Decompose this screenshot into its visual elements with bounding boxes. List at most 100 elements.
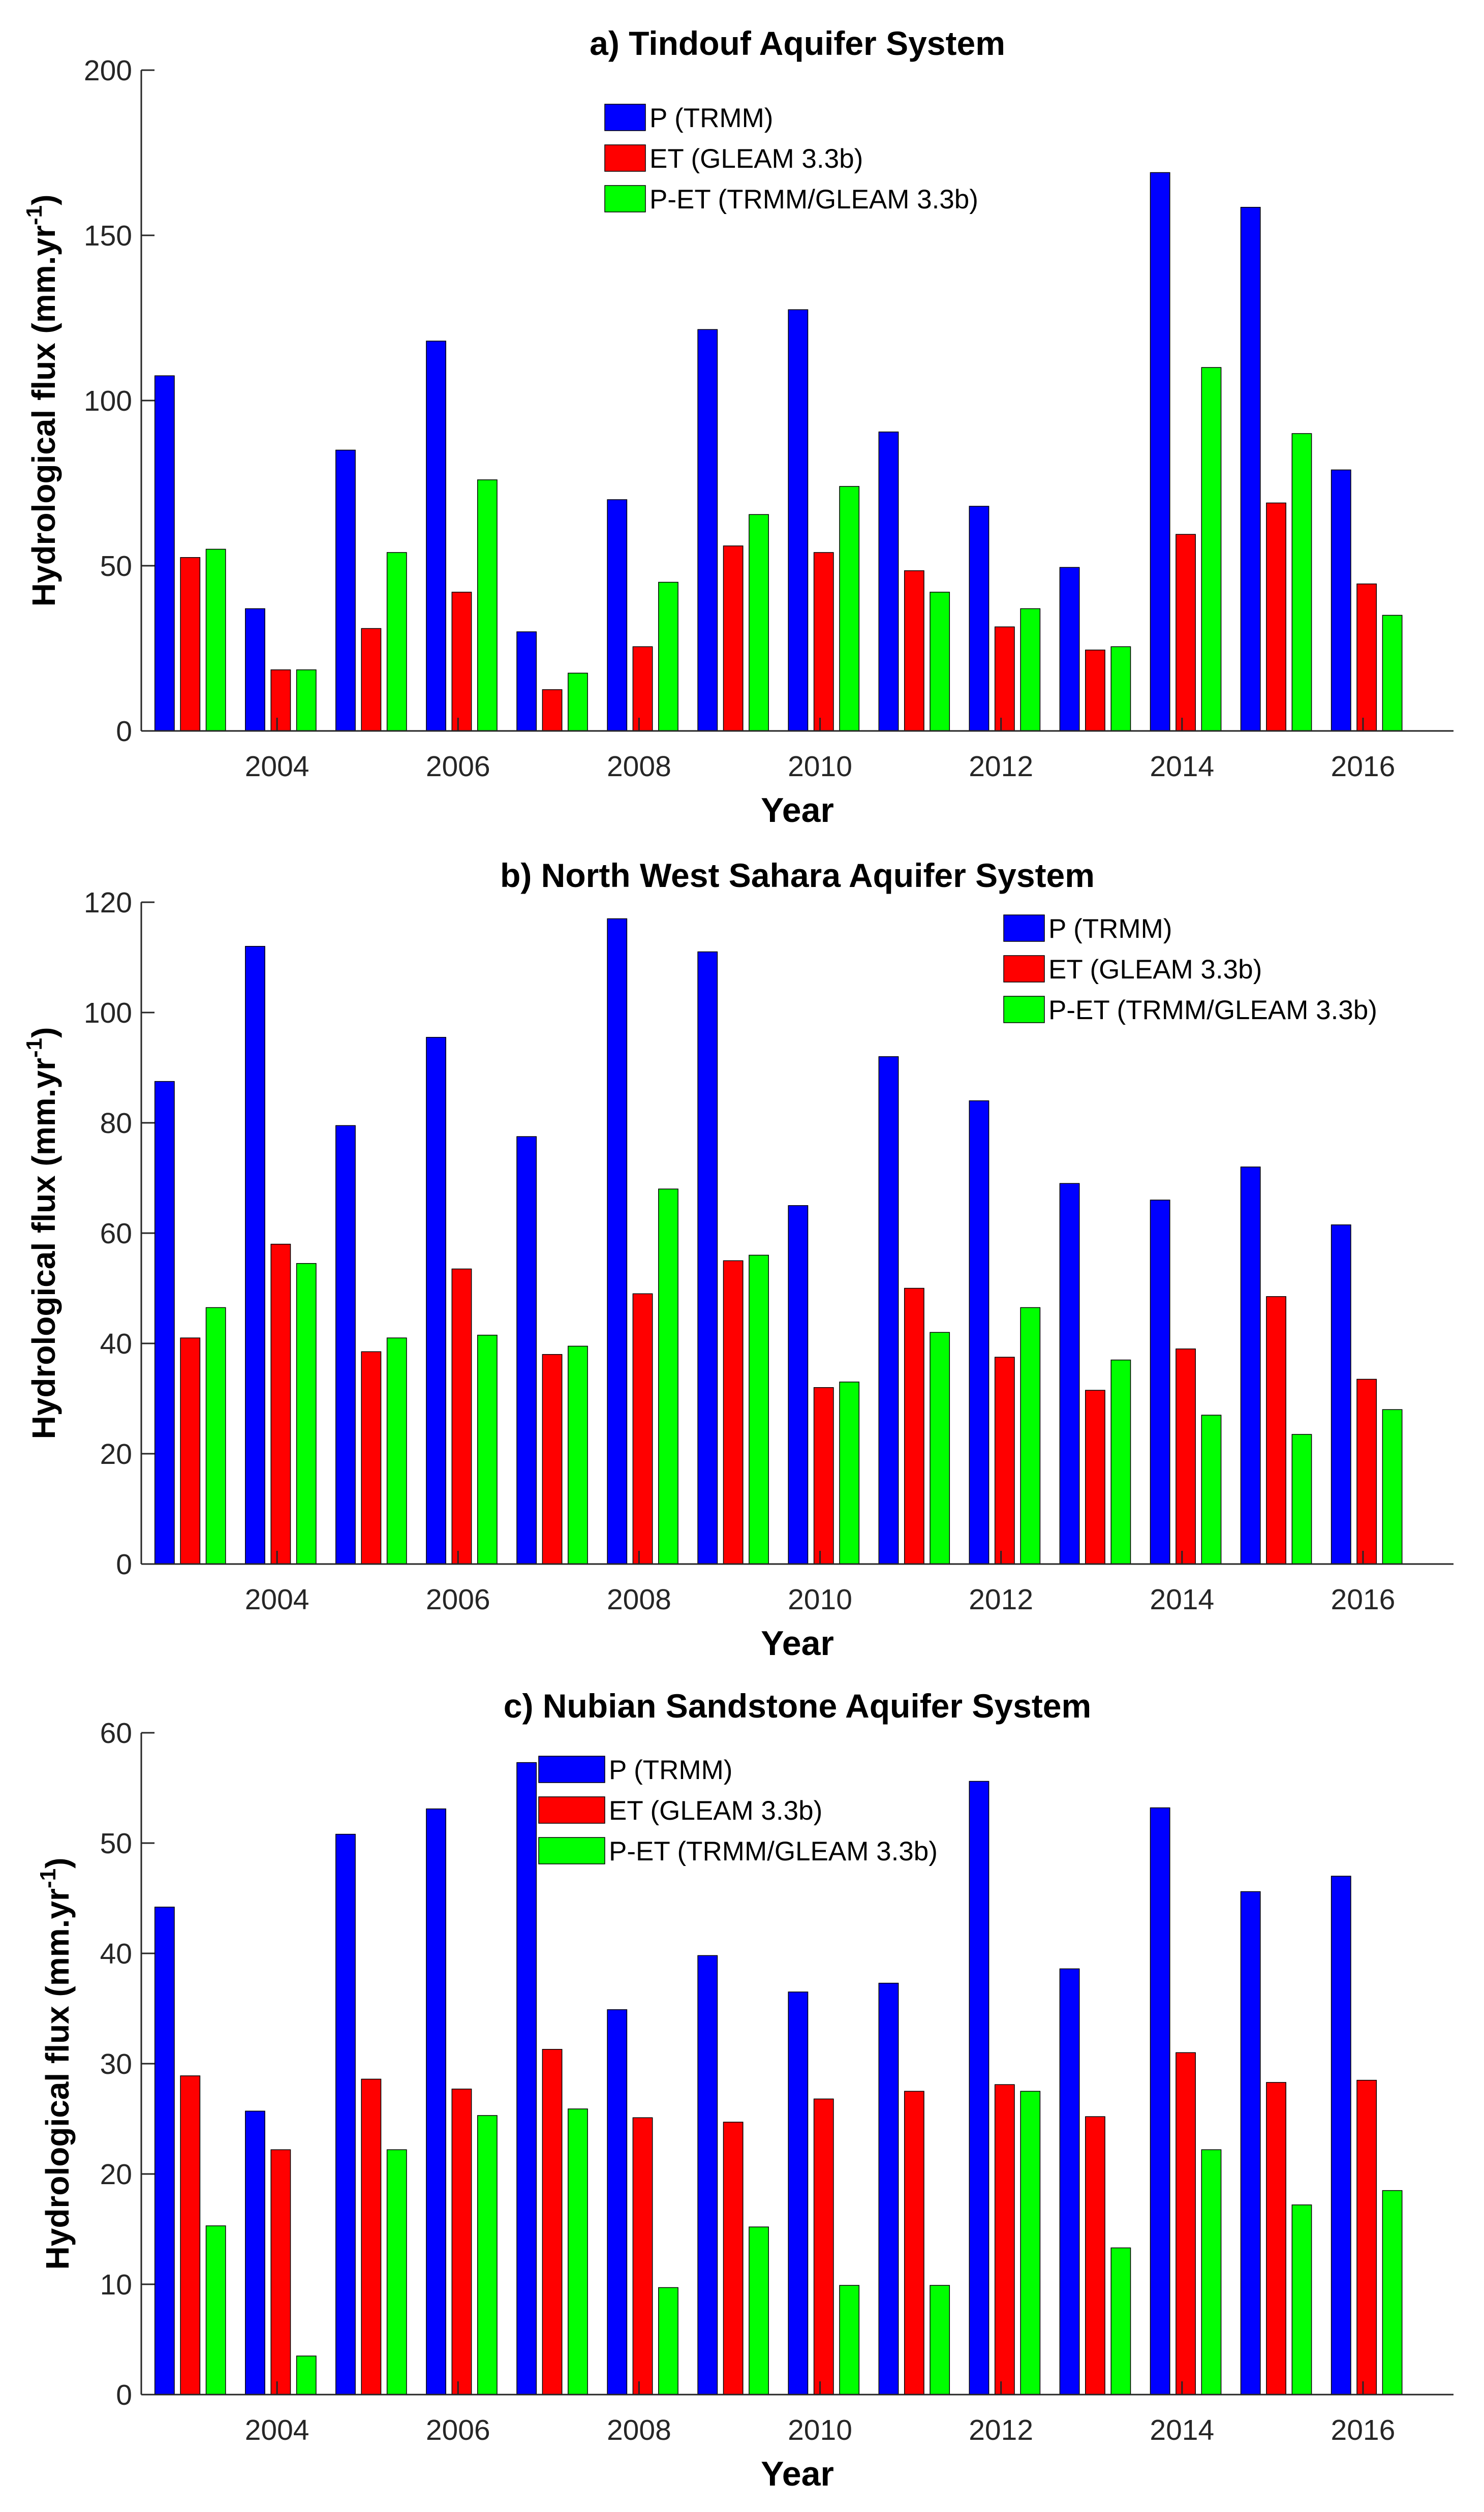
x-tick-label: 2010 xyxy=(788,1583,852,1616)
x-tick-label: 2012 xyxy=(969,1583,1033,1616)
y-axis-label-main: Hydrological flux (mm.yr xyxy=(39,1888,76,2270)
bar-et-2007 xyxy=(542,2049,563,2395)
bar-p-2008 xyxy=(607,2009,628,2395)
bar-et-2007 xyxy=(542,1354,563,1565)
legend-label-et: ET (GLEAM 3.3b) xyxy=(609,1796,822,1826)
bar-p-2004 xyxy=(245,2110,265,2395)
bar-p-et-2011 xyxy=(930,592,950,731)
bar-p-et-2006 xyxy=(477,479,498,731)
x-tick-label: 2014 xyxy=(1150,1583,1214,1616)
chart-title: a) Tindouf Aquifer System xyxy=(590,24,1005,62)
x-tick-label: 2016 xyxy=(1331,2414,1396,2446)
bar-et-2008 xyxy=(632,2117,653,2395)
bar-et-2005 xyxy=(361,628,382,731)
bar-et-2009 xyxy=(723,2122,744,2395)
bar-et-2009 xyxy=(723,545,744,731)
bar-et-2006 xyxy=(451,2089,472,2395)
x-tick-label: 2006 xyxy=(426,2414,490,2446)
y-tick-label: 50 xyxy=(100,1827,132,1860)
y-axis-label: Hydrological flux (mm.yr-1) xyxy=(22,1027,62,1439)
y-tick-label: 40 xyxy=(100,1328,132,1360)
x-tick-label: 2012 xyxy=(969,2414,1033,2446)
bar-p-2012 xyxy=(969,1781,990,2395)
bar-et-2007 xyxy=(542,689,563,731)
bar-p-et-2014 xyxy=(1201,2149,1222,2395)
x-tick-label: 2006 xyxy=(426,750,490,783)
bar-et-2013 xyxy=(1085,2116,1105,2395)
bar-p-2013 xyxy=(1059,1968,1080,2395)
y-tick-label: 0 xyxy=(116,715,132,748)
bar-et-2010 xyxy=(813,2098,834,2395)
bar-p-2011 xyxy=(878,1056,899,1565)
x-tick-label: 2016 xyxy=(1331,1583,1396,1616)
x-tick-label: 2014 xyxy=(1150,750,1214,783)
bar-et-2014 xyxy=(1176,1349,1196,1565)
bar-et-2005 xyxy=(361,2078,382,2395)
x-tick-label: 2004 xyxy=(245,750,310,783)
legend-label-p: P (TRMM) xyxy=(609,1755,732,1785)
bar-p-2007 xyxy=(516,1136,537,1565)
bar-p-2015 xyxy=(1240,1167,1261,1565)
bar-p-et-2003 xyxy=(205,1307,226,1565)
x-tick-label: 2008 xyxy=(607,2414,671,2446)
bar-p-2013 xyxy=(1059,567,1080,731)
bar-et-2006 xyxy=(451,1268,472,1565)
bar-p-2007 xyxy=(516,1762,537,2395)
bar-p-et-2013 xyxy=(1110,1359,1131,1565)
chart-title: b) North West Sahara Aquifer System xyxy=(500,856,1095,894)
bar-et-2006 xyxy=(451,592,472,731)
legend-label-et: ET (GLEAM 3.3b) xyxy=(650,144,863,174)
bar-p-2009 xyxy=(697,329,718,731)
y-tick-label: 150 xyxy=(84,220,132,252)
bar-et-2003 xyxy=(180,2075,201,2395)
y-axis-label-superscript: -1 xyxy=(22,205,47,225)
bar-p-et-2006 xyxy=(477,2115,498,2395)
bar-p-et-2016 xyxy=(1382,2190,1403,2395)
bar-p-et-2013 xyxy=(1110,2247,1131,2395)
legend-swatch-et xyxy=(1003,955,1045,983)
bar-p-et-2014 xyxy=(1201,1415,1222,1565)
bar-p-2006 xyxy=(426,1808,446,2395)
chart-panel-2: b) North West Sahara Aquifer System 0 20 40… xyxy=(22,856,1454,1663)
legend-swatch-p xyxy=(1003,914,1045,942)
y-tick-label: 120 xyxy=(84,886,132,919)
bar-et-2008 xyxy=(632,1293,653,1565)
bar-et-2003 xyxy=(180,557,201,731)
x-tick-label: 2016 xyxy=(1331,750,1396,783)
legend-label-p-et: P-ET (TRMM/GLEAM 3.3b) xyxy=(650,185,978,215)
bar-p-2014 xyxy=(1150,1807,1170,2395)
bar-p-2010 xyxy=(788,1205,809,1565)
bar-p-et-2007 xyxy=(568,672,588,731)
bar-p-2013 xyxy=(1059,1183,1080,1565)
bar-et-2016 xyxy=(1356,1378,1377,1565)
legend: P (TRMM) ET (GLEAM 3.3b) P-ET (TRMM/GLEAM … xyxy=(538,1755,938,1866)
y-axis-label-close: ) xyxy=(25,1027,62,1038)
bar-et-2014 xyxy=(1176,2052,1196,2395)
legend-swatch-p-et xyxy=(538,1837,605,1864)
legend-swatch-p xyxy=(538,1756,605,1783)
bar-et-2013 xyxy=(1085,650,1105,731)
bar-p-2012 xyxy=(969,1100,990,1565)
bar-p-2009 xyxy=(697,951,718,1565)
bar-p-2005 xyxy=(335,1125,356,1565)
bar-p-2011 xyxy=(878,1982,899,2395)
bar-p-et-2014 xyxy=(1201,367,1222,731)
chart-title: c) Nubian Sandstone Aquifer System xyxy=(504,1687,1091,1725)
bar-et-2015 xyxy=(1266,502,1286,731)
bar-p-2011 xyxy=(878,432,899,731)
y-axis-label-superscript: -1 xyxy=(36,1868,60,1888)
bar-et-2008 xyxy=(632,646,653,731)
bar-p-et-2008 xyxy=(658,581,678,731)
x-tick-label: 2006 xyxy=(426,1583,490,1616)
bar-p-2005 xyxy=(335,1833,356,2395)
bar-p-et-2007 xyxy=(568,2108,588,2395)
bar-p-et-2007 xyxy=(568,1345,588,1565)
bar-p-et-2012 xyxy=(1020,1307,1041,1565)
bar-et-2015 xyxy=(1266,2082,1286,2395)
x-axis-label: Year xyxy=(761,791,834,830)
bar-p-et-2012 xyxy=(1020,608,1041,731)
y-tick-label: 30 xyxy=(100,2048,132,2080)
legend-swatch-et xyxy=(604,144,646,172)
bar-p-et-2003 xyxy=(205,2225,226,2395)
